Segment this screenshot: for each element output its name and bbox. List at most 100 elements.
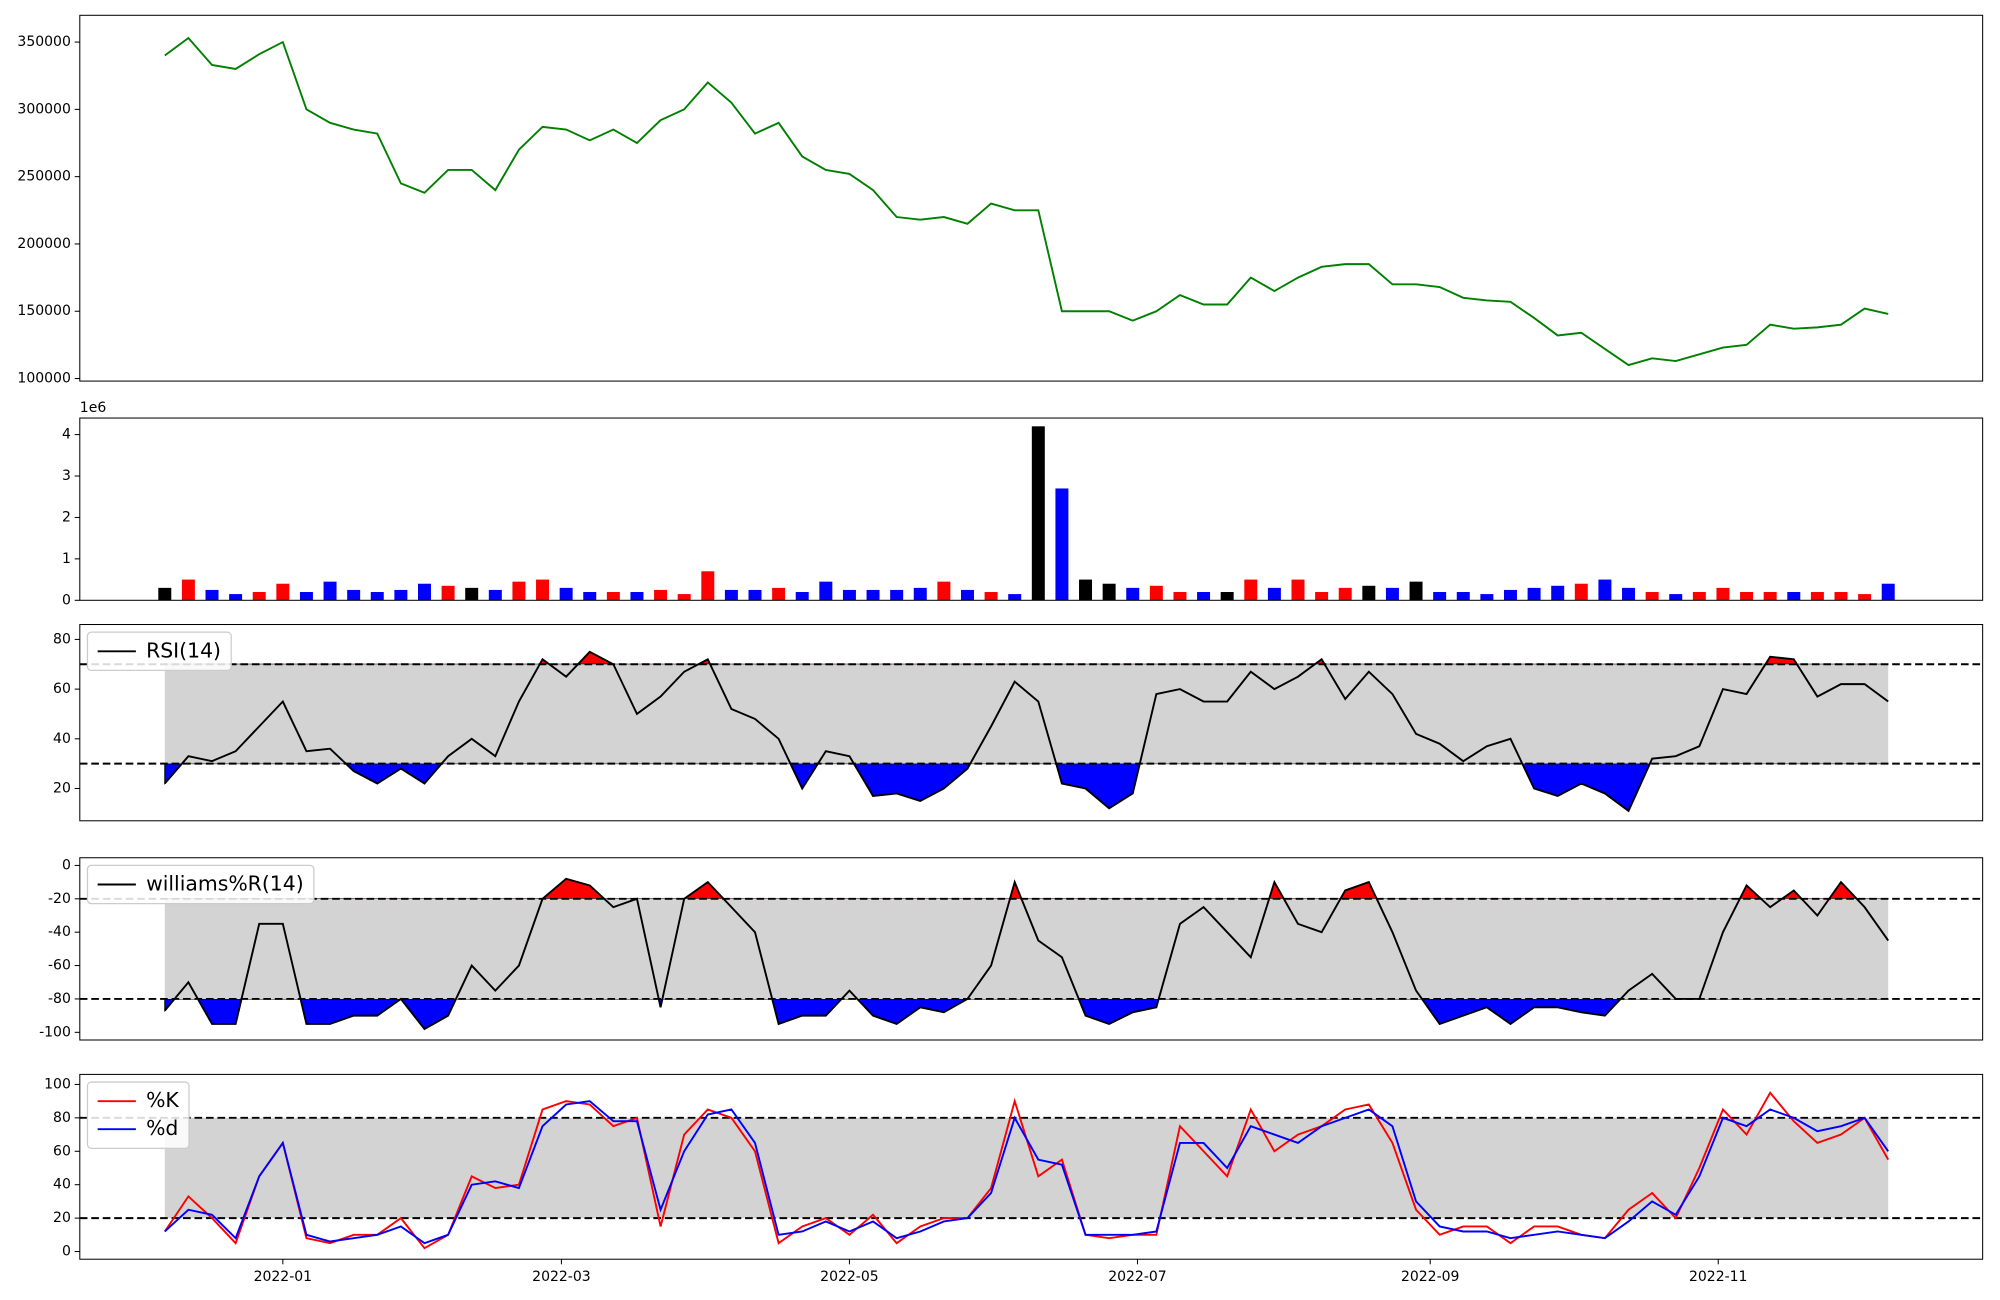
volume-bar bbox=[1197, 592, 1211, 601]
volume-bar bbox=[181, 579, 195, 601]
y-tick-label: -100 bbox=[39, 1024, 71, 1040]
plot-frame bbox=[79, 624, 1984, 822]
y-tick-label: 60 bbox=[53, 681, 71, 697]
volume-bar bbox=[1079, 579, 1093, 601]
series-line bbox=[164, 1100, 1889, 1245]
y-tick-label: 300000 bbox=[17, 101, 70, 117]
volume-bar bbox=[772, 587, 786, 601]
volume-bar bbox=[724, 589, 738, 601]
y-tick-label: 200000 bbox=[17, 236, 70, 252]
volume-bar bbox=[1574, 583, 1588, 601]
volume-bar bbox=[252, 592, 266, 601]
x-tick-label: 2022-09 bbox=[1401, 1269, 1460, 1285]
volume-bar bbox=[1669, 594, 1683, 601]
volume-bar bbox=[677, 594, 691, 601]
y-tick-label: 60 bbox=[53, 1143, 71, 1159]
volume-bar bbox=[347, 589, 361, 601]
volume-bar bbox=[1527, 587, 1541, 601]
volume-bar bbox=[842, 589, 856, 601]
volume-bar bbox=[229, 594, 243, 601]
volume-bar bbox=[701, 571, 715, 601]
y-tick-label: 3 bbox=[62, 468, 71, 484]
axis-offset-label: 1e6 bbox=[80, 400, 107, 416]
volume-bar bbox=[417, 583, 431, 601]
volume-bar bbox=[960, 589, 974, 601]
band bbox=[164, 898, 1889, 999]
volume-bar bbox=[1810, 592, 1824, 601]
volume-bar bbox=[1008, 594, 1022, 601]
x-tick-label: 2022-07 bbox=[1108, 1269, 1167, 1285]
volume-bar bbox=[1740, 592, 1754, 601]
y-tick-label: 250000 bbox=[17, 169, 70, 185]
volume-bar bbox=[819, 581, 833, 601]
volume-bar bbox=[1881, 583, 1895, 601]
legend-box bbox=[86, 1081, 190, 1149]
plot-frame bbox=[79, 1073, 1984, 1260]
volume-bar bbox=[1055, 488, 1069, 601]
y-tick-label: -80 bbox=[48, 991, 71, 1007]
volume-bar bbox=[1456, 592, 1470, 601]
volume-bar bbox=[795, 592, 809, 601]
volume-bar bbox=[1291, 579, 1305, 601]
series-line bbox=[164, 36, 1889, 367]
y-tick-label: 80 bbox=[53, 1110, 71, 1126]
plot-frame bbox=[79, 14, 1984, 382]
panel: 20 40 60 80 RSI(14) bbox=[53, 624, 1984, 822]
volume-bar bbox=[1858, 594, 1872, 601]
volume-bar bbox=[630, 592, 644, 601]
y-tick-label: 40 bbox=[53, 1177, 71, 1193]
legend-box bbox=[86, 864, 315, 905]
series-line bbox=[164, 650, 1889, 813]
volume-bar bbox=[1031, 426, 1045, 601]
panel: 0 1 2 3 4 1e6 bbox=[62, 400, 1984, 608]
volume-bar bbox=[1716, 587, 1730, 601]
y-tick-label: 0 bbox=[62, 1244, 71, 1260]
volume-bar bbox=[1220, 592, 1234, 601]
volume-bar bbox=[583, 592, 597, 601]
series-line bbox=[164, 877, 1889, 1031]
volume-bar bbox=[1338, 587, 1352, 601]
y-tick-label: -20 bbox=[48, 891, 71, 907]
legend-label: williams%R(14) bbox=[146, 872, 304, 896]
volume-bar bbox=[441, 585, 455, 601]
legend-label: %d bbox=[146, 1116, 178, 1140]
x-tick-label: 2022-11 bbox=[1689, 1269, 1748, 1285]
volume-bar bbox=[1173, 592, 1187, 601]
band bbox=[164, 1117, 1889, 1219]
volume-bar bbox=[606, 592, 620, 601]
plot-frame bbox=[79, 857, 1984, 1041]
volume-bar bbox=[1763, 592, 1777, 601]
plot-frame bbox=[79, 417, 1984, 601]
volume-bar bbox=[1645, 592, 1659, 601]
y-tick-label: 20 bbox=[53, 780, 71, 796]
volume-bar bbox=[1503, 589, 1517, 601]
legend-label: RSI(14) bbox=[146, 638, 221, 662]
legend-label: %K bbox=[146, 1088, 179, 1112]
y-tick-label: 100000 bbox=[17, 371, 70, 387]
y-tick-label: 4 bbox=[62, 427, 71, 443]
volume-bar bbox=[1362, 585, 1376, 601]
volume-bar bbox=[1480, 594, 1494, 601]
y-tick-label: 100 bbox=[44, 1076, 71, 1092]
volume-bar bbox=[1385, 587, 1399, 601]
volume-bar bbox=[984, 592, 998, 601]
panel: -100 -80 -60 -40 -20 0 williams%R(14) bbox=[39, 857, 1984, 1041]
volume-bar bbox=[536, 579, 550, 601]
legend: williams%R(14) bbox=[86, 864, 315, 905]
volume-bar bbox=[866, 589, 880, 601]
volume-bar bbox=[1315, 592, 1329, 601]
volume-bar bbox=[1692, 592, 1706, 601]
volume-bar bbox=[1433, 592, 1447, 601]
volume-bar bbox=[937, 581, 951, 601]
volume-bar bbox=[205, 589, 219, 601]
y-tick-label: 1 bbox=[62, 551, 71, 567]
volume-bar bbox=[323, 581, 337, 601]
x-tick-label: 2022-01 bbox=[254, 1269, 312, 1285]
panel: 100000 150000 200000 250000 300000 350000 bbox=[17, 14, 1984, 387]
volume-bar bbox=[559, 587, 573, 601]
volume-bar bbox=[1834, 592, 1848, 601]
volume-bar bbox=[158, 587, 172, 601]
volume-bar bbox=[1622, 587, 1636, 601]
volume-bar bbox=[394, 589, 408, 601]
volume-bar bbox=[913, 587, 927, 601]
